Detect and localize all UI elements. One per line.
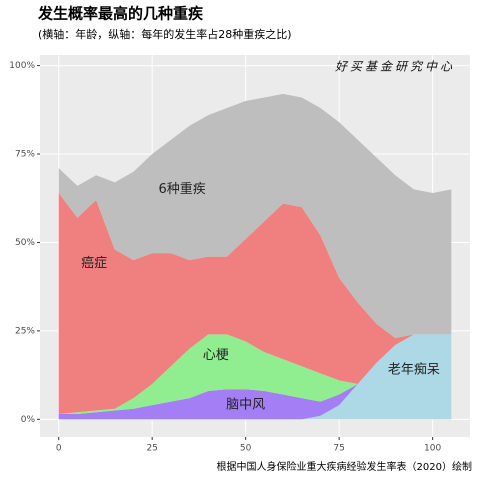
series-label: 老年痴呆 [388, 361, 440, 377]
area [58, 334, 452, 415]
area [58, 334, 452, 420]
area [58, 334, 452, 420]
y-tick-label: 75% [15, 150, 35, 160]
area [58, 93, 452, 338]
chart-caption: 根据中国人身保险业重大疾病经验发生率表（2020）绘制 [217, 460, 472, 473]
x-tick-label: 0 [56, 444, 62, 454]
series-label: 脑中风 [226, 398, 265, 413]
x-tick-label: 25 [146, 444, 157, 454]
chart-title: 发生概率最高的几种重疾 [37, 5, 204, 23]
series-label: 心梗 [203, 348, 229, 363]
area [58, 192, 452, 415]
series-label: 癌症 [81, 255, 107, 271]
x-tick-label: 75 [333, 444, 344, 454]
y-tick-label: 25% [15, 326, 35, 336]
x-tick-label: 100 [424, 444, 441, 454]
y-tick-label: 100% [9, 61, 35, 71]
y-tick-label: 0% [21, 415, 36, 425]
x-tick-label: 50 [240, 444, 252, 454]
series-label: 6种重疾 [158, 181, 205, 197]
watermark: 好买基金研究中心 [335, 60, 455, 74]
chart-subtitle: (横轴：年龄，纵轴：每年的发生率占28种重疾之比) [38, 27, 292, 41]
y-tick-label: 50% [15, 238, 35, 248]
